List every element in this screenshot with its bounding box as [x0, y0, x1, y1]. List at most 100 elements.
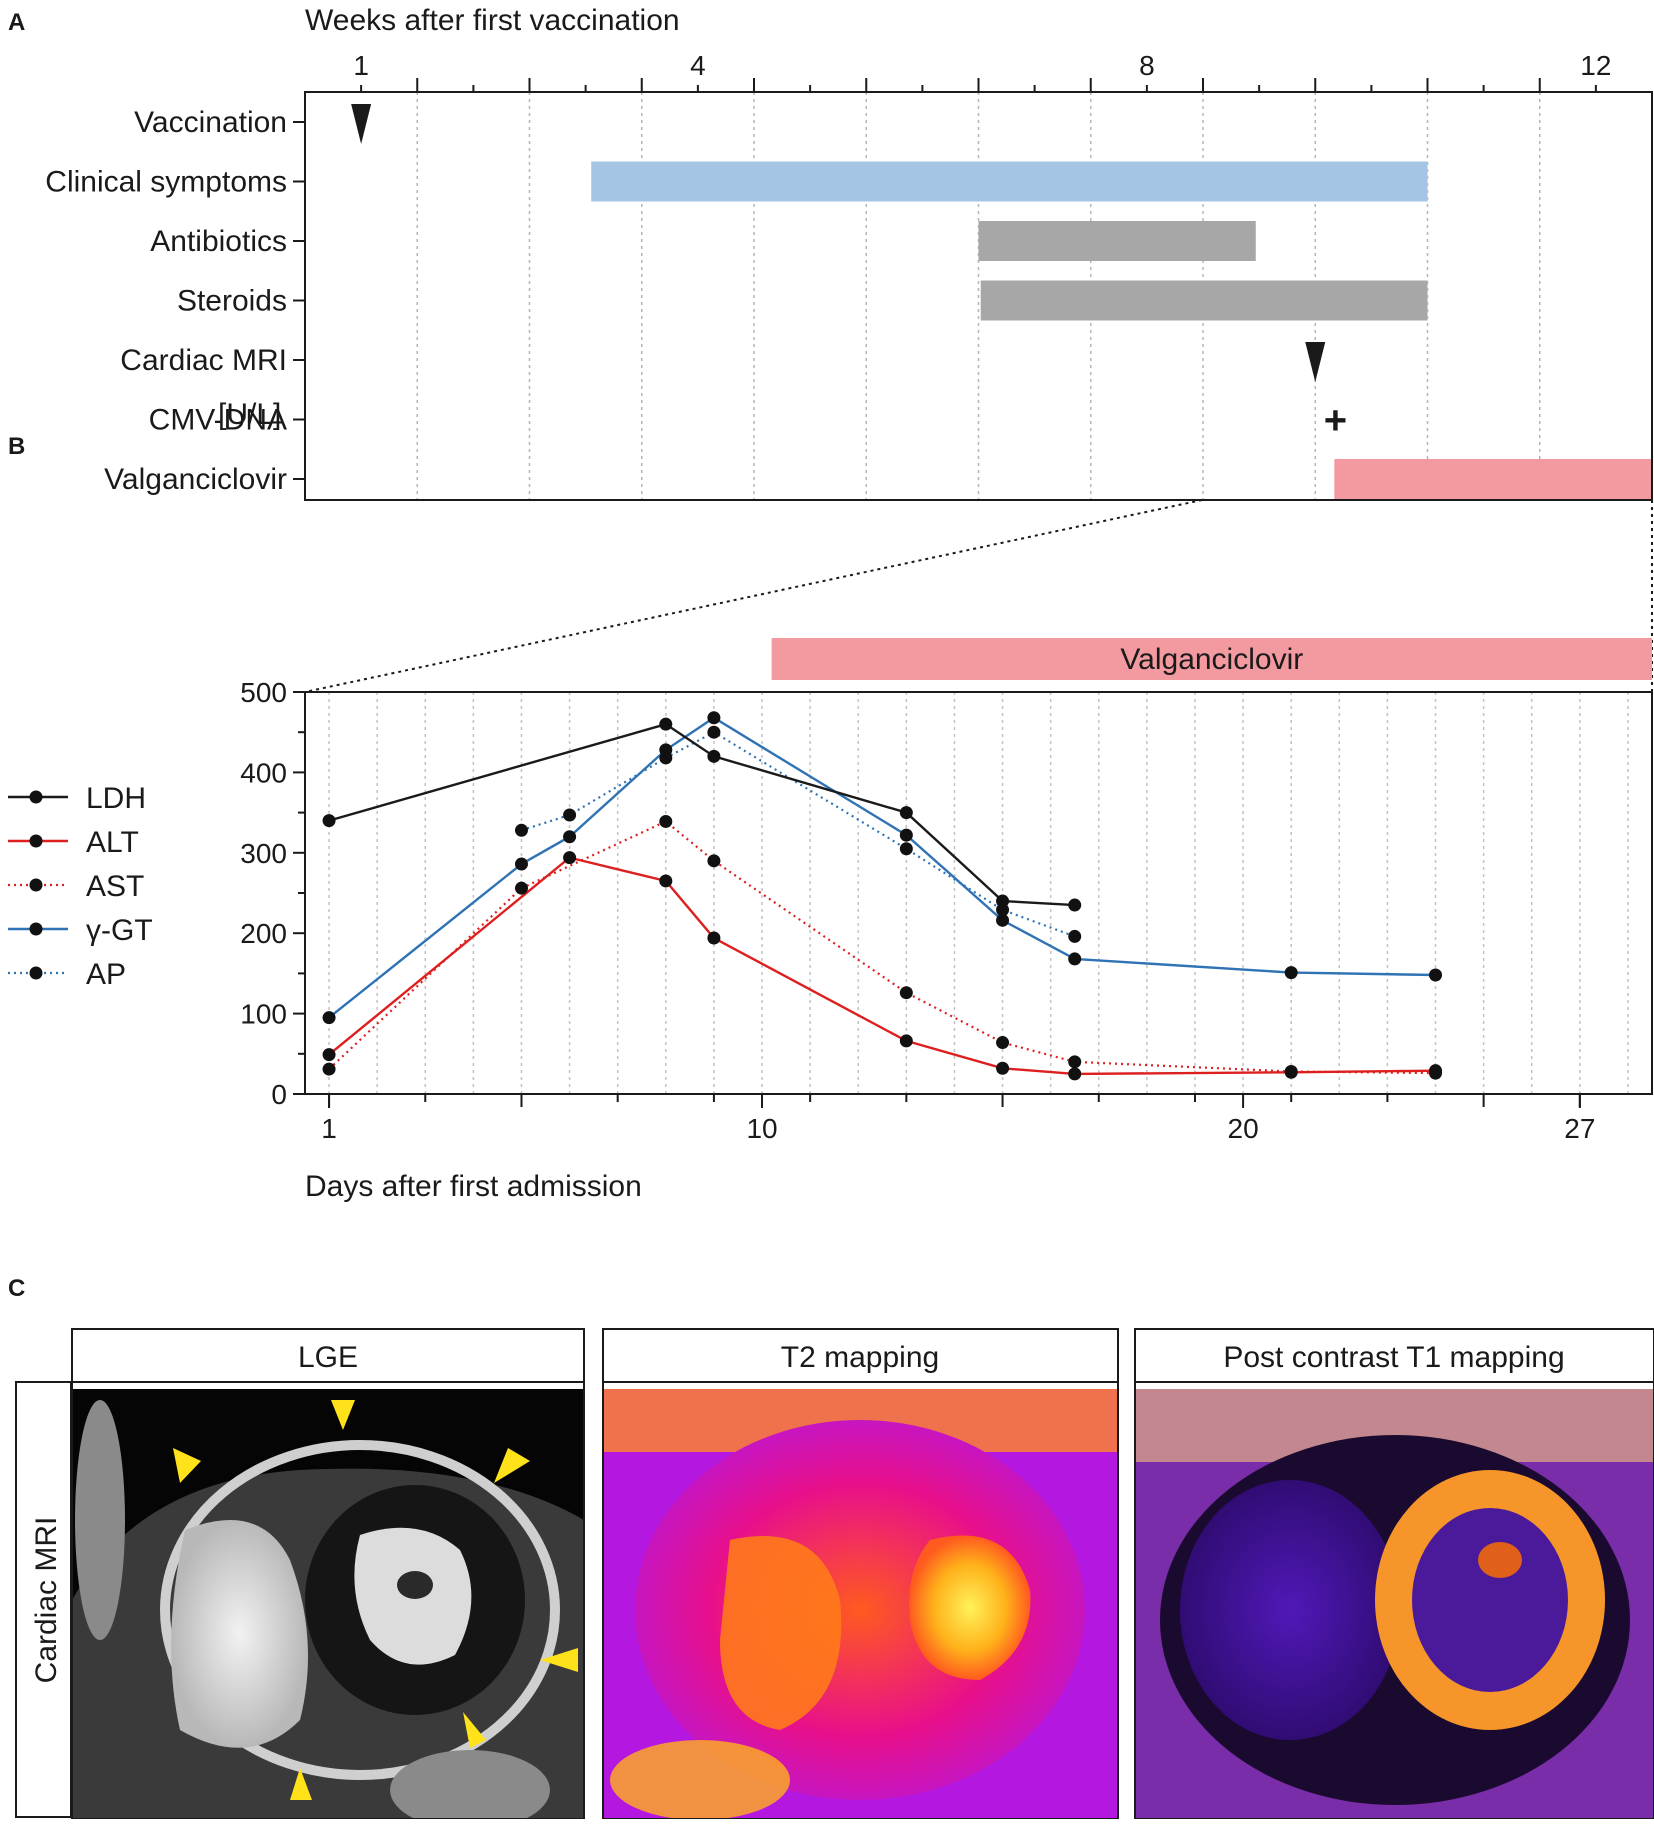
- timeline-ticks: 1 4 8 12: [353, 50, 1611, 92]
- timeline-row-label: Cardiac MRI: [120, 344, 287, 377]
- labs-y-tick-label: 500: [240, 677, 287, 708]
- data-point-ggt: [1284, 966, 1298, 980]
- legend-label-alt: ALT: [86, 826, 139, 859]
- timeline-bar: [980, 280, 1428, 321]
- mri-title-lge: LGE: [298, 1341, 358, 1374]
- mri-row-label-box: [15, 1381, 72, 1818]
- data-point-ggt: [899, 828, 913, 842]
- labs-ticks: 1 10 20 27 0 100 200 300 400 500: [240, 677, 1595, 1144]
- data-point-ggt: [1068, 952, 1082, 966]
- valganciclovir-band-label: Valganciclovir: [1120, 643, 1303, 676]
- timeline-row-label: CMV-DNA: [149, 404, 287, 437]
- data-point-ldh: [1068, 898, 1082, 912]
- timeline-axis-title: Weeks after first vaccination: [305, 4, 680, 37]
- timeline-bar: [1334, 459, 1652, 499]
- data-point-ggt: [322, 1011, 336, 1025]
- mri-title-t2: T2 mapping: [781, 1341, 939, 1374]
- data-point-ldh: [322, 814, 336, 828]
- data-point-ggt: [563, 830, 577, 844]
- labs-x-tick-label: 20: [1228, 1113, 1259, 1144]
- legend-marker-ast: [29, 878, 43, 892]
- labs-legend: LDH ALT AST γ-GT AP: [8, 782, 153, 991]
- mri-title-box-t2: [602, 1328, 1119, 1383]
- data-point-ast: [707, 854, 721, 868]
- timeline-tick-label: 12: [1580, 50, 1611, 81]
- labs-x-tick-label: 10: [746, 1113, 777, 1144]
- panel-letter-a: A: [8, 9, 25, 36]
- timeline-marker-icon: [351, 104, 372, 144]
- legend-label-ggt: γ-GT: [86, 914, 153, 947]
- timeline-bar: [591, 161, 1428, 202]
- data-point-ast: [1429, 1066, 1443, 1080]
- mri-panel-t1: Post contrast T1 mapping: [1134, 1328, 1654, 1820]
- timeline-plus-mark: +: [1324, 399, 1347, 443]
- labs-y-tick-label: 300: [240, 838, 287, 869]
- data-point-ggt: [514, 857, 528, 871]
- data-point-ap: [1068, 929, 1082, 943]
- labs-y-tick-label: 100: [240, 999, 287, 1030]
- labs-y-tick-label: 200: [240, 918, 287, 949]
- mri-row-label: Cardiac MRI: [30, 1517, 63, 1684]
- series-line-ldh: [328, 722, 1075, 907]
- valganciclovir-band: [771, 638, 1652, 680]
- lge-papillary: [397, 1571, 433, 1599]
- data-point-ggt: [996, 913, 1010, 927]
- legend-marker-ldh: [29, 790, 43, 804]
- lge-left-structure: [75, 1400, 125, 1640]
- data-point-ast: [659, 814, 673, 828]
- labs-y-unit: [U/L]: [218, 398, 281, 431]
- data-point-alt: [659, 874, 673, 888]
- timeline-marker-icon: [1305, 342, 1326, 382]
- t1-right-ventricle: [1180, 1480, 1400, 1740]
- mri-title-box-lge: [71, 1328, 585, 1383]
- data-point-alt: [996, 1061, 1010, 1075]
- mri-panel-lge: LGE: [71, 1328, 585, 1820]
- legend-marker-alt: [29, 834, 43, 848]
- data-point-ap: [514, 823, 528, 837]
- t2-left-ventricle-hotspot: [909, 1535, 1031, 1680]
- data-point-alt: [322, 1048, 336, 1062]
- lge-arrowhead-icon: [331, 1400, 355, 1430]
- timeline-row-label: Vaccination: [134, 106, 287, 139]
- lge-arrowhead-icon: [290, 1768, 312, 1800]
- data-point-ldh: [659, 717, 673, 731]
- mri-title-t1: Post contrast T1 mapping: [1223, 1341, 1564, 1374]
- data-point-ap: [899, 842, 913, 856]
- data-point-ldh: [996, 894, 1010, 908]
- labs-y-tick-label: 0: [271, 1079, 287, 1110]
- lge-arrowhead-icon: [173, 1448, 201, 1483]
- timeline-frame: [304, 91, 1653, 501]
- data-point-ap: [707, 725, 721, 739]
- timeline-tick-label: 1: [353, 50, 369, 81]
- t2-right-ventricle: [720, 1536, 842, 1730]
- series-line-alt: [328, 856, 1436, 1076]
- timeline-row-label: Valganciclovir: [104, 463, 287, 496]
- mri-panel-t2: T2 mapping: [602, 1328, 1119, 1820]
- legend-label-ast: AST: [86, 870, 144, 903]
- data-point-ldh: [899, 806, 913, 820]
- lge-arrowhead-icon: [494, 1448, 530, 1483]
- lge-arrowhead-icon: [463, 1712, 486, 1748]
- data-point-ggt: [707, 711, 721, 725]
- data-point-alt: [563, 851, 577, 865]
- lge-lower-tissue: [390, 1750, 550, 1819]
- legend-marker-ggt: [29, 922, 43, 936]
- data-point-ggt: [1429, 968, 1443, 982]
- lge-epicardial-rim: [160, 1440, 560, 1780]
- series-line-ast: [328, 820, 1436, 1075]
- timeline-row-label: Clinical symptoms: [45, 166, 287, 199]
- legend-marker-ap: [29, 966, 43, 980]
- lge-right-ventricle: [171, 1520, 308, 1748]
- timeline-tick-label: 4: [690, 50, 706, 81]
- data-point-ap: [563, 808, 577, 822]
- labs-x-tick-label: 27: [1564, 1113, 1595, 1144]
- data-point-ldh: [707, 749, 721, 763]
- data-point-ggt: [659, 743, 673, 757]
- labs-x-tick-label: 1: [321, 1113, 337, 1144]
- timeline-tick-label: 8: [1139, 50, 1155, 81]
- labs-x-axis-title: Days after first admission: [305, 1170, 642, 1203]
- series-line-ggt: [328, 716, 1436, 1019]
- panel-letter-c: C: [8, 1275, 25, 1302]
- zoom-connector-left: [304, 499, 1203, 693]
